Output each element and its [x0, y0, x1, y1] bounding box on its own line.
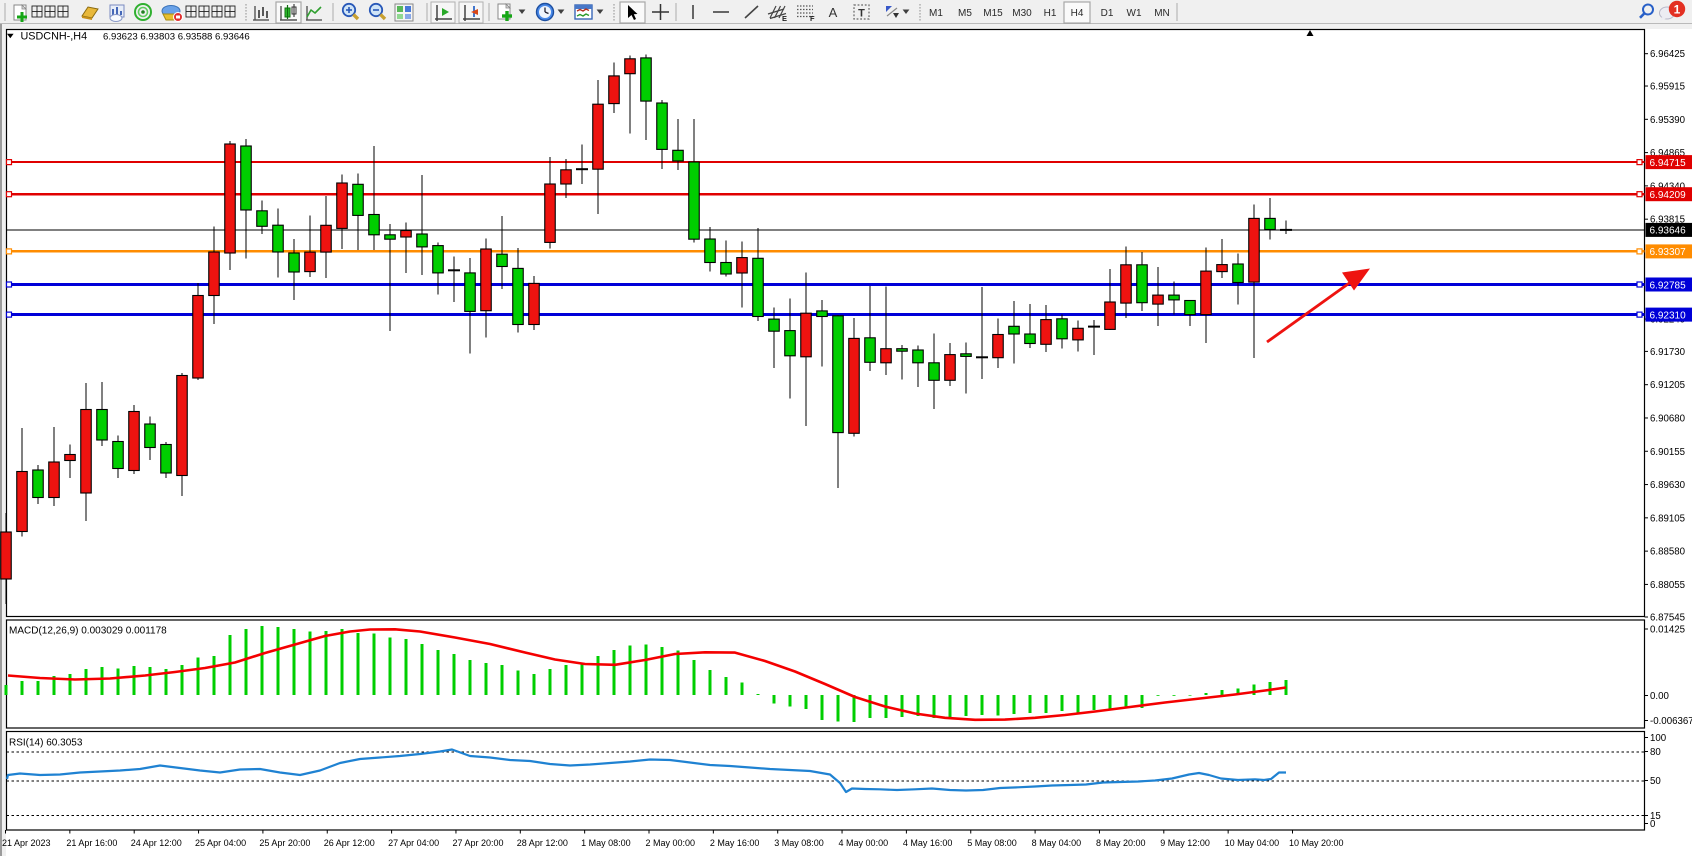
svg-text:6.91730: 6.91730 [1650, 347, 1686, 358]
svg-text:H4: H4 [1071, 8, 1084, 19]
svg-text:T: T [858, 8, 865, 20]
svg-text:6.92310: 6.92310 [1650, 310, 1687, 321]
svg-text:6.91205: 6.91205 [1650, 380, 1685, 391]
svg-text:6.94865: 6.94865 [1650, 148, 1685, 159]
svg-text:27 Apr 04:00: 27 Apr 04:00 [388, 838, 439, 848]
svg-text:F: F [810, 14, 815, 23]
svg-text:6.95390: 6.95390 [1650, 115, 1686, 126]
svg-text:6.88055: 6.88055 [1650, 580, 1685, 591]
svg-text:6.88580: 6.88580 [1650, 547, 1686, 558]
svg-text:2 May 00:00: 2 May 00:00 [646, 838, 696, 848]
svg-text:6.90155: 6.90155 [1650, 447, 1685, 458]
svg-text:15: 15 [1650, 811, 1661, 822]
svg-text:24 Apr 12:00: 24 Apr 12:00 [131, 838, 182, 848]
svg-text:M5: M5 [958, 8, 972, 19]
svg-text:M15: M15 [983, 8, 1003, 19]
svg-text:21 Apr 16:00: 21 Apr 16:00 [66, 838, 117, 848]
svg-text:RSI(14) 60.3053: RSI(14) 60.3053 [9, 738, 83, 749]
svg-text:6.93646: 6.93646 [1650, 226, 1687, 237]
svg-text:4 May 00:00: 4 May 00:00 [839, 838, 889, 848]
svg-text:5 May 08:00: 5 May 08:00 [967, 838, 1017, 848]
svg-text:9 May 12:00: 9 May 12:00 [1160, 838, 1210, 848]
svg-text:E: E [782, 14, 787, 23]
svg-text:6.94209: 6.94209 [1650, 190, 1687, 201]
svg-text:MN: MN [1154, 8, 1170, 19]
svg-text:6.90680: 6.90680 [1650, 413, 1686, 424]
svg-text:6.89630: 6.89630 [1650, 480, 1686, 491]
svg-text:0.01425: 0.01425 [1650, 625, 1685, 636]
svg-text:A: A [829, 5, 838, 20]
svg-text:6.96425: 6.96425 [1650, 49, 1685, 60]
svg-text:M30: M30 [1012, 8, 1032, 19]
svg-text:6.93623 6.93803 6.93588 6.9364: 6.93623 6.93803 6.93588 6.93646 [103, 32, 250, 43]
svg-text:10 May 20:00: 10 May 20:00 [1289, 838, 1344, 848]
svg-text:0.00: 0.00 [1650, 691, 1669, 702]
svg-text:50: 50 [1650, 776, 1661, 787]
svg-text:28 Apr 12:00: 28 Apr 12:00 [517, 838, 568, 848]
svg-text:M1: M1 [929, 8, 943, 19]
svg-text:8 May 04:00: 8 May 04:00 [1032, 838, 1082, 848]
svg-text:6.94340: 6.94340 [1650, 181, 1686, 192]
svg-text:6.93815: 6.93815 [1650, 215, 1685, 226]
svg-text:3 May 08:00: 3 May 08:00 [774, 838, 824, 848]
svg-text:1: 1 [1674, 3, 1681, 17]
svg-text:4 May 16:00: 4 May 16:00 [903, 838, 953, 848]
svg-text:-0.006367: -0.006367 [1650, 716, 1692, 727]
svg-text:1 May 08:00: 1 May 08:00 [581, 838, 631, 848]
svg-text:80: 80 [1650, 747, 1661, 758]
svg-text:6.93307: 6.93307 [1650, 247, 1687, 258]
svg-text:6.94715: 6.94715 [1650, 158, 1687, 169]
svg-text:6.87545: 6.87545 [1650, 613, 1685, 624]
svg-text:D1: D1 [1101, 8, 1114, 19]
svg-text:26 Apr 12:00: 26 Apr 12:00 [324, 838, 375, 848]
svg-text:MACD(12,26,9) 0.003029 0.00117: MACD(12,26,9) 0.003029 0.001178 [9, 626, 167, 637]
svg-text:21 Apr 2023: 21 Apr 2023 [2, 838, 51, 848]
svg-text:100: 100 [1650, 733, 1667, 744]
svg-text:25 Apr 04:00: 25 Apr 04:00 [195, 838, 246, 848]
svg-text:0: 0 [1650, 819, 1656, 830]
svg-text:27 Apr 20:00: 27 Apr 20:00 [452, 838, 503, 848]
svg-text:H1: H1 [1044, 8, 1057, 19]
svg-text:6.92785: 6.92785 [1650, 280, 1687, 291]
svg-text:25 Apr 20:00: 25 Apr 20:00 [259, 838, 310, 848]
svg-text:6.95915: 6.95915 [1650, 82, 1685, 93]
svg-text:2 May 16:00: 2 May 16:00 [710, 838, 760, 848]
svg-text:6.89105: 6.89105 [1650, 513, 1685, 524]
svg-text:8 May 20:00: 8 May 20:00 [1096, 838, 1146, 848]
svg-text:USDCNH-,H4: USDCNH-,H4 [21, 31, 88, 43]
svg-text:W1: W1 [1127, 8, 1142, 19]
svg-text:10 May 04:00: 10 May 04:00 [1225, 838, 1280, 848]
